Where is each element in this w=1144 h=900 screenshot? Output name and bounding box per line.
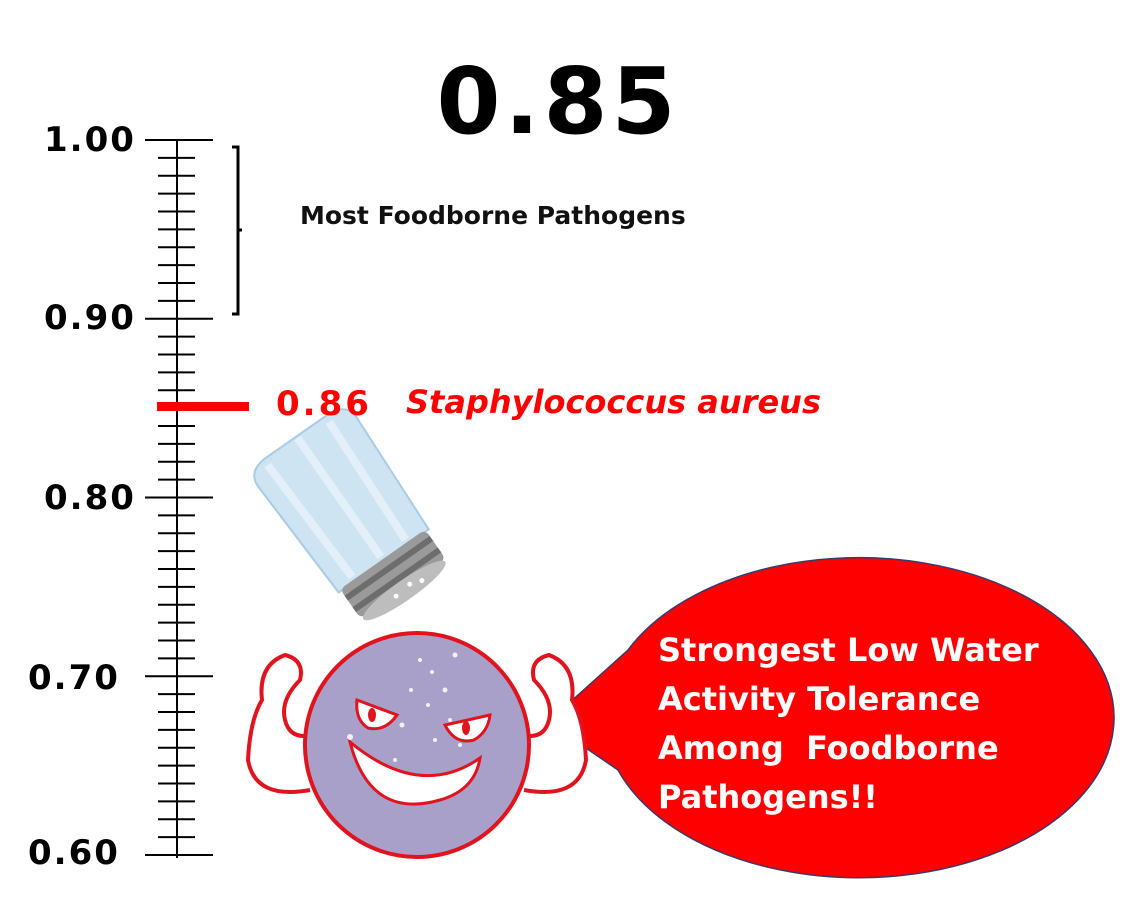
salt-shaker-icon	[253, 408, 446, 621]
bubble-line: Pathogens!!	[658, 778, 878, 816]
marker-organism-label: Staphylococcus aureus	[406, 383, 821, 421]
headline-value: 0.85	[436, 48, 680, 155]
major-label: 0.90	[44, 298, 136, 338]
marker-bar	[157, 402, 249, 411]
speech-bubble	[546, 557, 1115, 879]
right-arm-icon	[521, 652, 589, 794]
muscular-bacterium-character	[245, 631, 589, 859]
range-bracket	[232, 145, 242, 316]
speech-bubble-text: Strongest Low Water Activity Tolerance A…	[658, 626, 1098, 822]
major-label: 0.80	[44, 478, 136, 518]
major-label: 0.70	[28, 658, 120, 698]
bubble-line: Strongest Low Water	[658, 631, 1039, 669]
bubble-line: Activity Tolerance	[658, 680, 981, 718]
marker-value-label: 0.86	[276, 384, 372, 424]
bubble-line: Among Foodborne	[658, 729, 999, 767]
major-label: 1.00	[44, 120, 136, 160]
left-arm-icon	[245, 652, 313, 794]
range-label: Most Foodborne Pathogens	[300, 201, 686, 230]
major-label: 0.60	[28, 833, 120, 873]
